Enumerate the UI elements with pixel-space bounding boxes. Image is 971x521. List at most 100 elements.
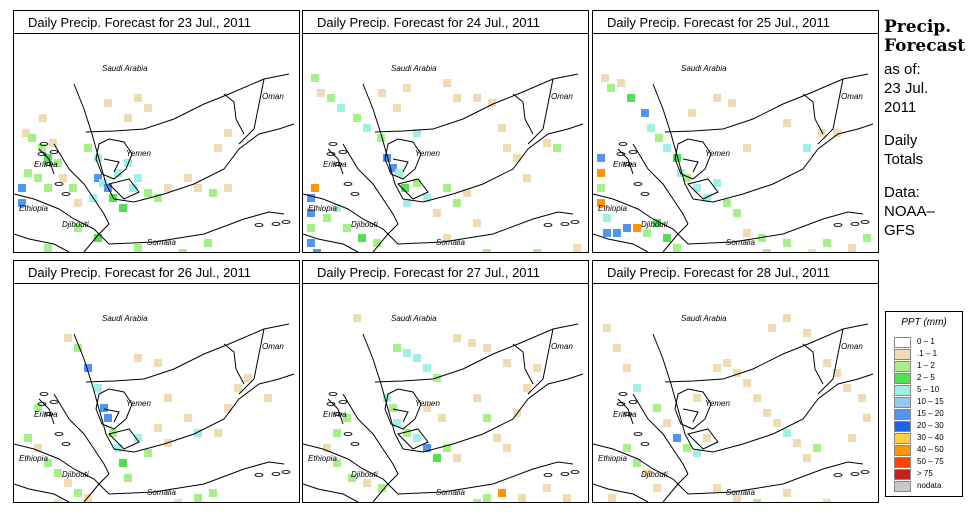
precip-cell xyxy=(311,184,319,192)
island xyxy=(254,473,264,477)
island xyxy=(338,400,348,404)
map-label-ethiopia: Ethiopia xyxy=(308,204,337,213)
map-label-somalia: Somalia xyxy=(726,238,755,247)
country-border xyxy=(817,78,844,145)
country-border xyxy=(593,483,649,502)
precip-cell xyxy=(403,429,411,437)
country-border xyxy=(384,388,422,430)
country-border xyxy=(402,373,584,453)
precip-cell xyxy=(713,94,721,102)
island xyxy=(326,152,336,156)
map-label-eritrea: Eritrea xyxy=(613,160,637,169)
precip-cell xyxy=(443,79,451,87)
precip-cell xyxy=(307,239,315,247)
island xyxy=(343,182,353,186)
precip-cell xyxy=(733,369,741,377)
country-border xyxy=(108,178,140,200)
precip-cell xyxy=(703,434,711,442)
precip-cell xyxy=(413,434,421,442)
precip-cell xyxy=(209,489,217,497)
island xyxy=(350,192,360,196)
precip-cell xyxy=(104,414,112,422)
precip-cell xyxy=(783,429,791,437)
precip-cell xyxy=(473,94,481,102)
island xyxy=(543,473,553,477)
precip-cell xyxy=(753,394,761,402)
precip-cell xyxy=(713,179,721,187)
precip-cell xyxy=(54,469,62,477)
country-border xyxy=(362,83,404,200)
precip-cell xyxy=(803,329,811,337)
precip-cell xyxy=(627,94,635,102)
island xyxy=(850,222,860,226)
precip-cell xyxy=(39,114,47,122)
map-label-saudi: Saudi Arabia xyxy=(681,64,727,73)
precip-cell xyxy=(803,454,811,462)
precip-cell xyxy=(763,249,771,252)
forecast-panel-6: Daily Precip. Forecast for 28 Jul., 2011… xyxy=(592,260,879,503)
legend-label: 15 – 20 xyxy=(917,409,944,418)
precip-cell xyxy=(184,414,192,422)
map-label-djibouti: Djibouti xyxy=(641,220,668,229)
map-label-yemen: Yemen xyxy=(126,149,151,158)
island xyxy=(61,442,71,446)
island xyxy=(616,152,626,156)
precip-cell xyxy=(603,214,611,222)
precip-cell xyxy=(503,444,511,452)
forecast-info: Precip. Forecast as of: 23 Jul. 2011 Dai… xyxy=(884,18,969,240)
precip-cell xyxy=(597,199,605,207)
precip-cell xyxy=(179,249,187,252)
precip-cell xyxy=(613,229,621,237)
precip-cell xyxy=(713,364,721,372)
map-label-djibouti: Djibouti xyxy=(351,220,378,229)
precip-cell xyxy=(94,174,102,182)
precip-cell xyxy=(543,139,551,147)
legend-title: PPT (mm) xyxy=(901,317,947,328)
country-border xyxy=(397,428,429,450)
map-label-djibouti: Djibouti xyxy=(351,470,378,479)
country-border xyxy=(113,123,295,203)
precip-cell xyxy=(453,199,461,207)
country-border xyxy=(303,233,359,252)
precip-cell xyxy=(533,364,541,372)
country-border xyxy=(384,138,422,180)
precip-cell xyxy=(653,219,661,227)
map-label-yemen: Yemen xyxy=(415,149,440,158)
precip-cell xyxy=(64,479,72,487)
precip-cell xyxy=(503,144,511,152)
country-border xyxy=(238,328,265,395)
precip-cell xyxy=(443,444,451,452)
precip-cell xyxy=(613,344,621,352)
precip-cell xyxy=(647,124,655,132)
precip-cell xyxy=(688,109,696,117)
precip-cell xyxy=(18,184,26,192)
precip-cell xyxy=(783,489,791,497)
country-border xyxy=(83,223,110,252)
precip-cell xyxy=(703,194,711,202)
precip-cell xyxy=(533,249,541,252)
country-border xyxy=(392,158,409,173)
island xyxy=(560,222,570,226)
precip-cell xyxy=(363,124,371,132)
precip-cell xyxy=(498,489,506,497)
country-border xyxy=(53,393,110,475)
forecast-title-line: Forecast xyxy=(884,36,966,56)
precip-cell xyxy=(643,469,651,477)
island xyxy=(833,223,843,227)
precip-cell xyxy=(608,494,616,502)
precip-cell xyxy=(813,444,821,452)
legend-label: 40 – 50 xyxy=(917,445,944,454)
precip-cell xyxy=(24,169,32,177)
precip-cell xyxy=(623,364,631,372)
precip-cell xyxy=(473,219,481,227)
precip-cell xyxy=(663,234,671,242)
island xyxy=(860,220,870,224)
precip-cell xyxy=(124,114,132,122)
island xyxy=(343,432,353,436)
precip-cell xyxy=(313,249,321,252)
forecast-panel-4: Daily Precip. Forecast for 26 Jul., 2011… xyxy=(13,260,300,503)
legend-swatch xyxy=(894,481,911,492)
precip-cell xyxy=(204,239,212,247)
country-border xyxy=(108,428,140,450)
country-border xyxy=(593,443,864,495)
